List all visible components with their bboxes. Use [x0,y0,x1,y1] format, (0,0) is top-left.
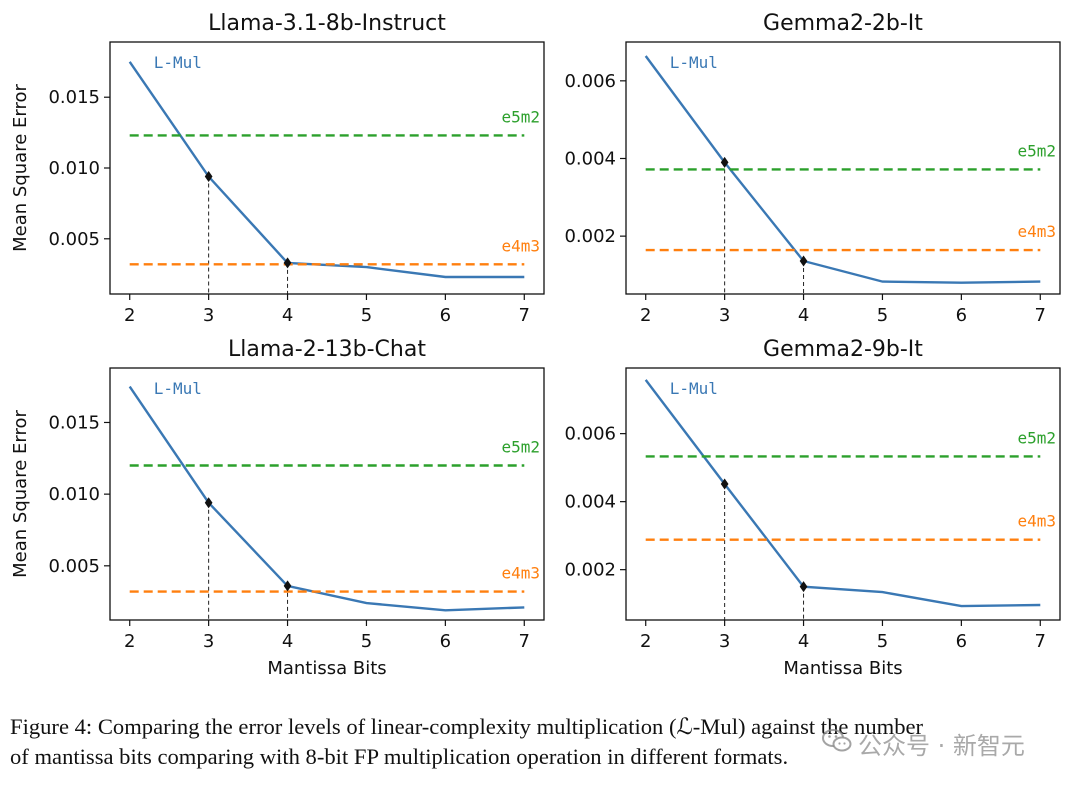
plot-frame [109,41,545,295]
x-tick-label: 2 [124,305,135,326]
x-tick-label: 3 [203,305,214,326]
y-tick-label: 0.010 [48,158,100,179]
chart-title: Gemma2-9b-It [763,337,923,362]
x-axis-label: Mantissa Bits [267,658,386,679]
figure-caption: Figure 4: Comparing the error levels of … [10,712,1072,772]
series-label-l-mul: L-Mul [670,53,718,72]
chart-panel-2: Gemma2-2b-It 2 3 4 5 6 7 0.002 0.004 0.006 L-Mul e5… [564,11,1061,326]
y-tick-label: 0.006 [564,424,616,445]
caption-line-1: Figure 4: Comparing the error levels of … [10,714,924,739]
chart-title: Llama-2-13b-Chat [228,337,426,362]
watermark: 公众号 · 新智元 [822,726,1025,761]
diamond-marker-x3 [204,170,213,182]
x-tick-label: 4 [798,305,809,326]
series-label-e5m2: e5m2 [1017,141,1056,160]
x-tick-label: 5 [361,631,372,652]
caption-line-2: of mantissa bits comparing with 8-bit FP… [10,744,789,769]
watermark-text: 公众号 · 新智元 [858,732,1025,760]
x-tick-label: 6 [956,631,967,652]
x-tick-label: 7 [519,305,530,326]
plot-frame [109,367,545,621]
x-tick-label: 2 [640,631,651,652]
diamond-marker-x3 [720,478,729,490]
series-line-l-mul [128,61,525,279]
y-axis-label: Mean Square Error [10,84,31,252]
x-tick-label: 5 [877,305,888,326]
series-label-e5m2: e5m2 [501,107,540,126]
diamond-marker-x4 [283,257,292,269]
x-tick-label: 4 [282,305,293,326]
y-tick-label: 0.004 [564,492,616,513]
x-tick-label: 5 [361,305,372,326]
figure: Llama-3.1-8b-Instruct Mean Square Error 2 3… [10,11,1061,679]
plot-frame [625,367,1061,621]
series-line-l-mul [128,385,525,612]
x-tick-label: 7 [1035,631,1046,652]
y-tick-label: 0.005 [48,229,100,250]
x-tick-label: 6 [440,631,451,652]
series-label-l-mul: L-Mul [154,53,202,72]
series-line-l-mul [644,379,1041,608]
x-tick-label: 4 [798,631,809,652]
chart-panel-3: Llama-2-13b-Chat Mean Square Error Mantiss… [10,337,545,679]
y-tick-label: 0.004 [564,148,616,169]
series-label-e4m3: e4m3 [1017,222,1056,241]
diamond-marker-x4 [283,580,292,592]
y-tick-label: 0.002 [564,226,616,247]
x-tick-label: 6 [956,305,967,326]
x-tick-label: 7 [1035,305,1046,326]
y-axis-label: Mean Square Error [10,410,31,578]
x-tick-label: 2 [640,305,651,326]
x-tick-label: 3 [719,631,730,652]
chart-title: Llama-3.1-8b-Instruct [208,11,446,36]
series-label-e5m2: e5m2 [1017,428,1056,447]
y-tick-label: 0.006 [564,71,616,92]
chart-panel-4: Gemma2-9b-It Mantissa Bits 2 3 4 5 6 7 0.002 0.00… [564,337,1061,679]
chart-title: Gemma2-2b-It [763,11,923,36]
x-tick-label: 5 [877,631,888,652]
x-tick-label: 6 [440,305,451,326]
x-tick-label: 2 [124,631,135,652]
y-tick-label: 0.015 [48,87,100,108]
x-axis-label: Mantissa Bits [783,658,902,679]
x-tick-label: 3 [203,631,214,652]
series-label-e5m2: e5m2 [501,437,540,456]
y-tick-label: 0.015 [48,412,100,433]
series-label-e4m3: e4m3 [1017,512,1056,531]
series-label-e4m3: e4m3 [501,564,540,583]
diamond-marker-x3 [204,497,213,509]
x-tick-label: 3 [719,305,730,326]
y-tick-label: 0.010 [48,484,100,505]
wechat-icon [822,728,852,760]
series-line-l-mul [644,55,1041,284]
diamond-marker-x4 [799,255,808,267]
plot-frame [625,41,1061,295]
x-tick-label: 7 [519,631,530,652]
diamond-marker-x4 [799,581,808,593]
series-label-l-mul: L-Mul [154,379,202,398]
series-label-l-mul: L-Mul [670,379,718,398]
diamond-marker-x3 [720,156,729,168]
series-label-e4m3: e4m3 [501,236,540,255]
y-tick-label: 0.005 [48,556,100,577]
chart-panel-1: Llama-3.1-8b-Instruct Mean Square Error 2 3… [10,11,545,326]
x-tick-label: 4 [282,631,293,652]
y-tick-label: 0.002 [564,560,616,581]
